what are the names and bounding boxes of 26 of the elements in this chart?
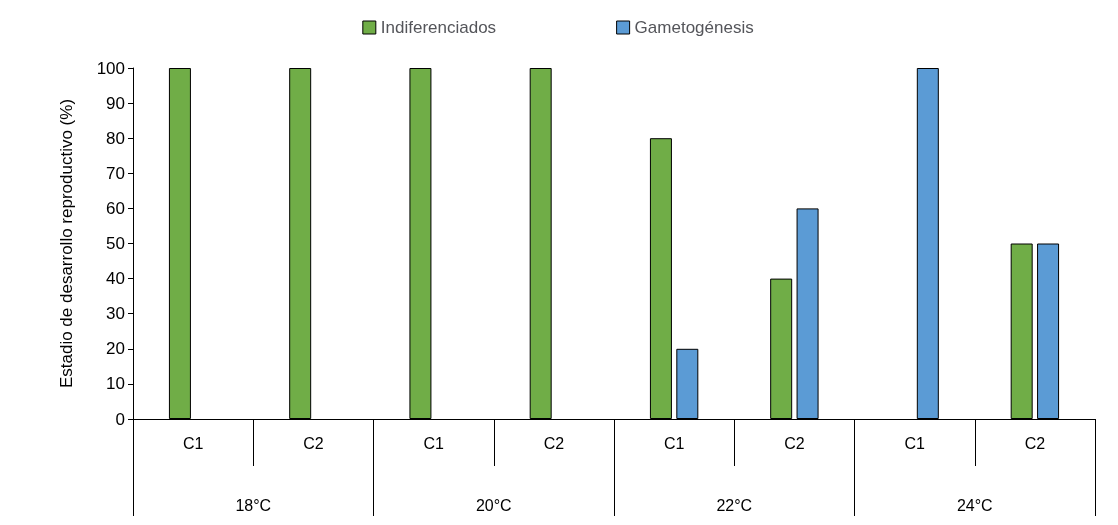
y-tick-label: 60 (106, 198, 125, 218)
y-tick-label: 30 (106, 304, 125, 324)
x-tick-label: C2 (303, 434, 324, 452)
y-tick-label: 50 (106, 234, 125, 253)
y-tick-label: 0 (115, 409, 125, 429)
y-tick-label: 40 (106, 269, 125, 289)
text: 20°C (475, 496, 512, 514)
legend-label: Indiferenciados (380, 18, 497, 37)
legend-label: Gametogénesis (634, 18, 754, 37)
x-tick-label: C2 (784, 434, 805, 452)
x-tick-label: C1 (423, 434, 444, 452)
x-tick-label: C2 (543, 434, 565, 452)
y-tick-label: 20 (106, 339, 125, 359)
x-tick-label: C1 (663, 434, 685, 452)
text: 24°C (956, 496, 993, 514)
text: 22°C (716, 496, 753, 514)
x-tick-label: C1 (904, 434, 925, 452)
text: 18°C (235, 496, 272, 514)
x-tick-label: C2 (1024, 434, 1046, 452)
x-tick-label: C1 (182, 434, 204, 452)
y-tick-label: 100 (96, 58, 125, 78)
y-tick-label: 80 (106, 128, 125, 148)
y-tick-label: 90 (106, 93, 125, 113)
y-tick-label: 10 (106, 374, 125, 394)
y-axis-title: Estadio de desarrollo reproductivo (%) (57, 98, 76, 389)
y-tick-label: 70 (106, 163, 125, 183)
